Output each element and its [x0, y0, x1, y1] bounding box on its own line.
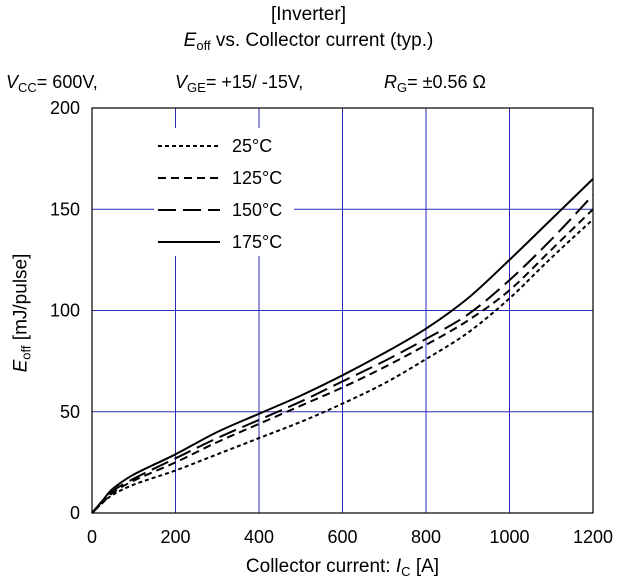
- vcc-condition: VCC= 600V,: [6, 72, 98, 95]
- x-tick-label-1: 200: [160, 527, 190, 547]
- x-tick-label-4: 800: [411, 527, 441, 547]
- plot-frame: [91, 107, 594, 514]
- vge-subscript: GE: [187, 80, 206, 95]
- y-axis-unit: [mJ/pulse]: [10, 253, 32, 346]
- rg-value: = ±0.56 Ω: [407, 72, 487, 92]
- title-text: [Inverter]: [271, 4, 346, 25]
- chart-title-line1: [Inverter]: [0, 4, 617, 26]
- series-line-4: [91, 178, 594, 514]
- legend-label-2: 125°C: [232, 168, 282, 188]
- y-tick-label-0: 0: [70, 503, 80, 523]
- x-tick-label-6: 1200: [573, 527, 613, 547]
- vge-condition: VGE= +15/ -15V,: [175, 72, 303, 95]
- x-axis-unit: [A]: [410, 556, 440, 577]
- chart-title-line2: Eoff vs. Collector current (typ.): [0, 30, 617, 57]
- y-tick-label-1: 50: [60, 402, 80, 422]
- x-axis-label: Collector current: IC [A]: [92, 556, 593, 579]
- x-axis-symbol: I: [395, 556, 402, 577]
- series-line-2: [91, 208, 594, 514]
- x-tick-label-5: 1000: [489, 527, 529, 547]
- y-axis-symbol: E: [10, 359, 32, 373]
- y-axis-subscript: off: [18, 345, 34, 360]
- x-tick-label-3: 600: [327, 527, 357, 547]
- x-tick-label-0: 0: [87, 527, 97, 547]
- title-eoff-subscript: off: [196, 38, 211, 53]
- x-tick-label-2: 400: [244, 527, 274, 547]
- legend-label-1: 25°C: [232, 136, 272, 156]
- legend-background: [154, 128, 294, 256]
- vcc-symbol: V: [6, 72, 19, 92]
- y-tick-label-3: 150: [50, 199, 80, 219]
- legend-label-4: 175°C: [232, 232, 282, 252]
- vcc-subscript: CC: [18, 80, 37, 95]
- vcc-value: = 600V,: [36, 72, 98, 92]
- x-axis-text: Collector current:: [245, 556, 396, 577]
- rg-subscript: G: [397, 80, 408, 95]
- rg-symbol: R: [384, 72, 397, 92]
- y-tick-label-2: 100: [50, 301, 80, 321]
- title-eoff-symbol: E: [183, 30, 197, 51]
- vge-value: = +15/ -15V,: [205, 72, 304, 92]
- x-axis-subscript: C: [401, 564, 411, 579]
- vge-symbol: V: [175, 72, 188, 92]
- rg-condition: RG= ±0.56 Ω: [384, 72, 486, 95]
- title-rest: vs. Collector current (typ.): [210, 30, 434, 51]
- series-line-3: [91, 194, 594, 514]
- series-line-1: [91, 218, 594, 514]
- y-axis-label: Eoff [mJ/pulse]: [11, 254, 34, 373]
- y-tick-label-4: 200: [50, 98, 80, 118]
- legend-label-3: 150°C: [232, 200, 282, 220]
